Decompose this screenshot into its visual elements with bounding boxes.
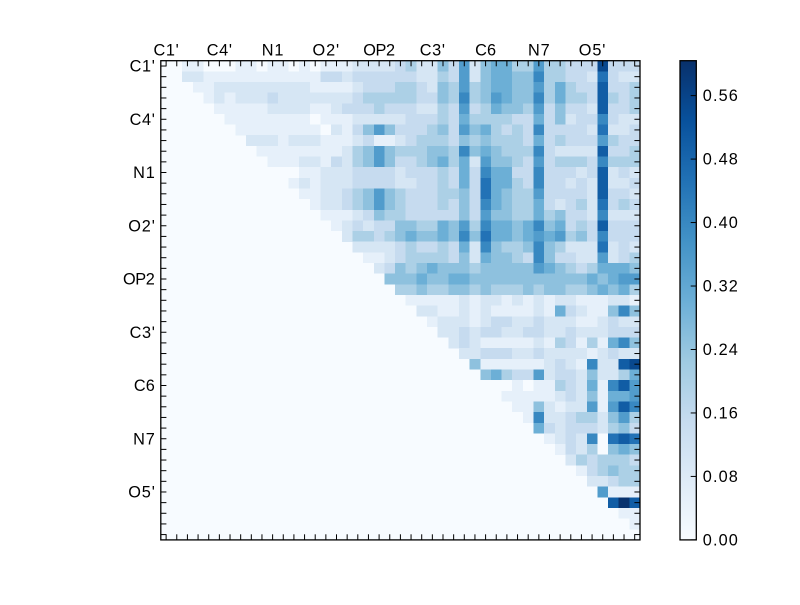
svg-text:0.48: 0.48	[703, 151, 738, 169]
svg-text:0.08: 0.08	[703, 468, 738, 486]
svg-text:N1: N1	[133, 164, 155, 182]
svg-text:O2': O2'	[128, 217, 155, 235]
svg-text:0.40: 0.40	[703, 214, 738, 232]
svg-text:N7: N7	[528, 42, 550, 60]
svg-text:0.32: 0.32	[703, 278, 738, 296]
svg-text:0.16: 0.16	[703, 405, 738, 423]
svg-text:O5': O5'	[128, 484, 155, 502]
svg-text:OP2: OP2	[363, 42, 395, 60]
svg-text:C4': C4'	[130, 111, 155, 129]
svg-text:C3': C3'	[130, 324, 155, 342]
svg-text:C6: C6	[134, 377, 155, 395]
svg-text:C1': C1'	[130, 58, 155, 76]
svg-text:O5': O5'	[579, 42, 606, 60]
svg-text:O2': O2'	[313, 42, 340, 60]
svg-text:0.56: 0.56	[703, 87, 738, 105]
svg-text:N7: N7	[133, 430, 155, 448]
svg-text:0.24: 0.24	[703, 341, 738, 359]
svg-text:OP2: OP2	[123, 271, 155, 289]
svg-text:C3': C3'	[420, 42, 445, 60]
svg-text:C1': C1'	[154, 42, 179, 60]
svg-text:N1: N1	[262, 42, 284, 60]
svg-text:0.00: 0.00	[703, 532, 738, 550]
svg-text:C4': C4'	[207, 42, 232, 60]
svg-text:C6: C6	[475, 42, 496, 60]
